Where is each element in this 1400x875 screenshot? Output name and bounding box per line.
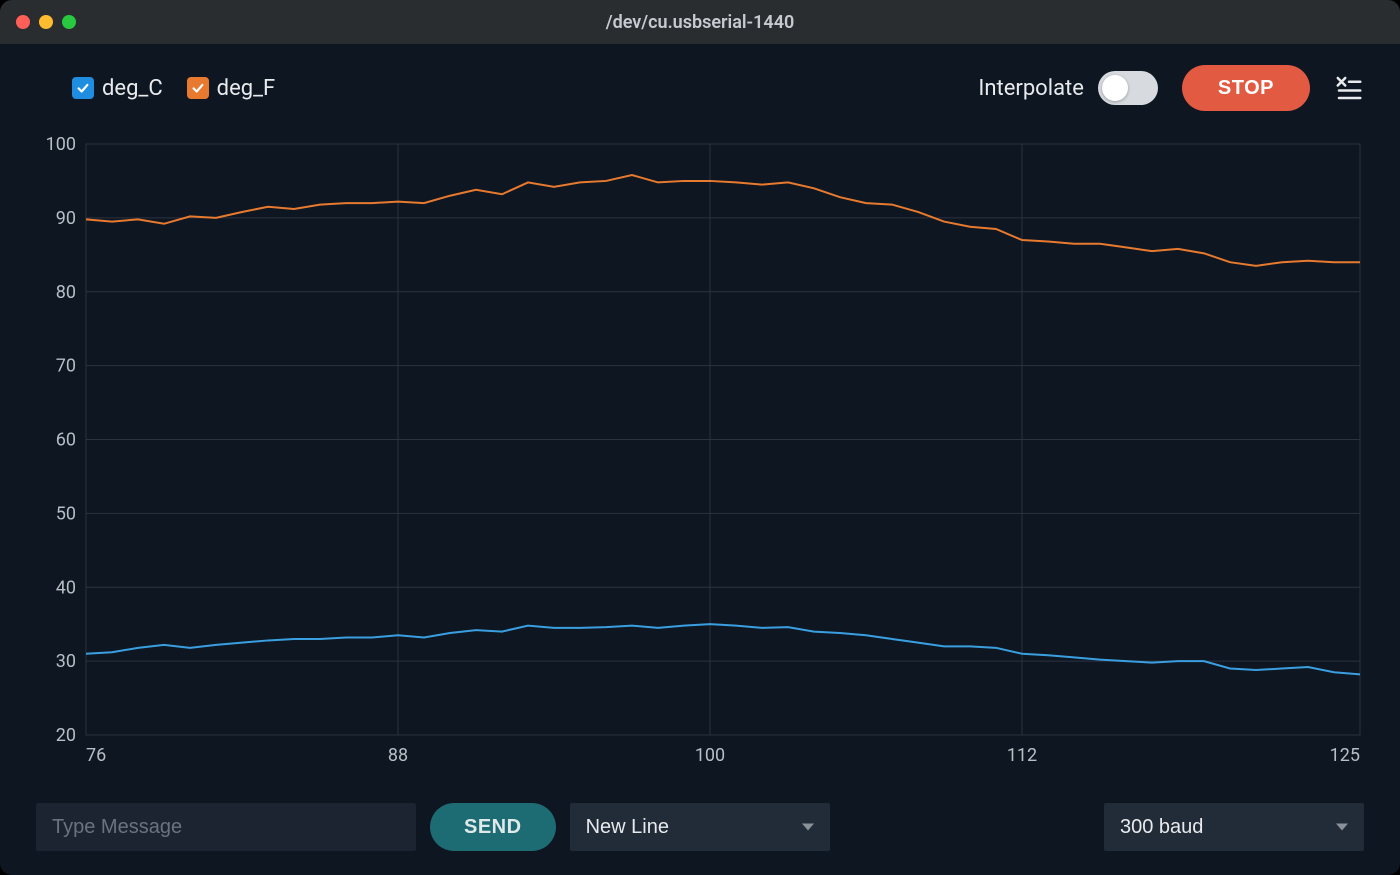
svg-text:100: 100	[695, 745, 725, 766]
legend-item-deg-c[interactable]: deg_C	[72, 76, 163, 101]
minimize-window-button[interactable]	[39, 15, 53, 29]
svg-text:76: 76	[86, 745, 106, 766]
legend-item-deg-f[interactable]: deg_F	[187, 76, 276, 101]
stop-button[interactable]: STOP	[1182, 65, 1310, 111]
svg-text:30: 30	[56, 651, 76, 672]
interpolate-toggle[interactable]	[1098, 71, 1158, 105]
toggle-thumb	[1102, 75, 1128, 101]
plot-chart: 20 30 40 50 60 70 80 90 100 76 88 100 112 125	[36, 134, 1364, 775]
baud-select-wrap: 300 baud	[1104, 803, 1364, 851]
message-input[interactable]	[36, 803, 416, 851]
checkbox-deg-c[interactable]	[72, 77, 94, 99]
legend: deg_C deg_F	[72, 76, 275, 101]
window-title: /dev/cu.usbserial-1440	[0, 12, 1400, 33]
svg-text:60: 60	[56, 430, 76, 451]
interpolate-control: Interpolate	[978, 71, 1158, 105]
chart-area: 20 30 40 50 60 70 80 90 100 76 88 100 112 125	[0, 114, 1400, 785]
legend-label: deg_F	[217, 76, 276, 101]
svg-text:88: 88	[388, 745, 408, 766]
close-window-button[interactable]	[16, 15, 30, 29]
maximize-window-button[interactable]	[62, 15, 76, 29]
titlebar: /dev/cu.usbserial-1440	[0, 0, 1400, 44]
legend-label: deg_C	[102, 76, 163, 101]
svg-text:112: 112	[1007, 745, 1037, 766]
window-controls	[16, 15, 76, 29]
svg-text:125: 125	[1330, 745, 1360, 766]
line-ending-select[interactable]: New Line	[570, 803, 830, 851]
svg-text:100: 100	[46, 134, 76, 155]
baud-rate-select[interactable]: 300 baud	[1104, 803, 1364, 851]
send-button[interactable]: SEND	[430, 803, 556, 851]
line-ending-select-wrap: New Line	[570, 803, 830, 851]
svg-text:50: 50	[56, 503, 76, 524]
interpolate-label: Interpolate	[978, 76, 1084, 101]
svg-text:20: 20	[56, 725, 76, 746]
svg-text:90: 90	[56, 208, 76, 229]
svg-text:80: 80	[56, 282, 76, 303]
bottom-bar: SEND New Line 300 baud	[0, 785, 1400, 875]
clear-plot-icon[interactable]	[1334, 73, 1364, 103]
toolbar: deg_C deg_F Interpolate STOP	[0, 44, 1400, 114]
serial-plotter-window: /dev/cu.usbserial-1440 deg_C deg_F Inter…	[0, 0, 1400, 875]
svg-text:40: 40	[56, 577, 76, 598]
checkbox-deg-f[interactable]	[187, 77, 209, 99]
svg-text:70: 70	[56, 356, 76, 377]
